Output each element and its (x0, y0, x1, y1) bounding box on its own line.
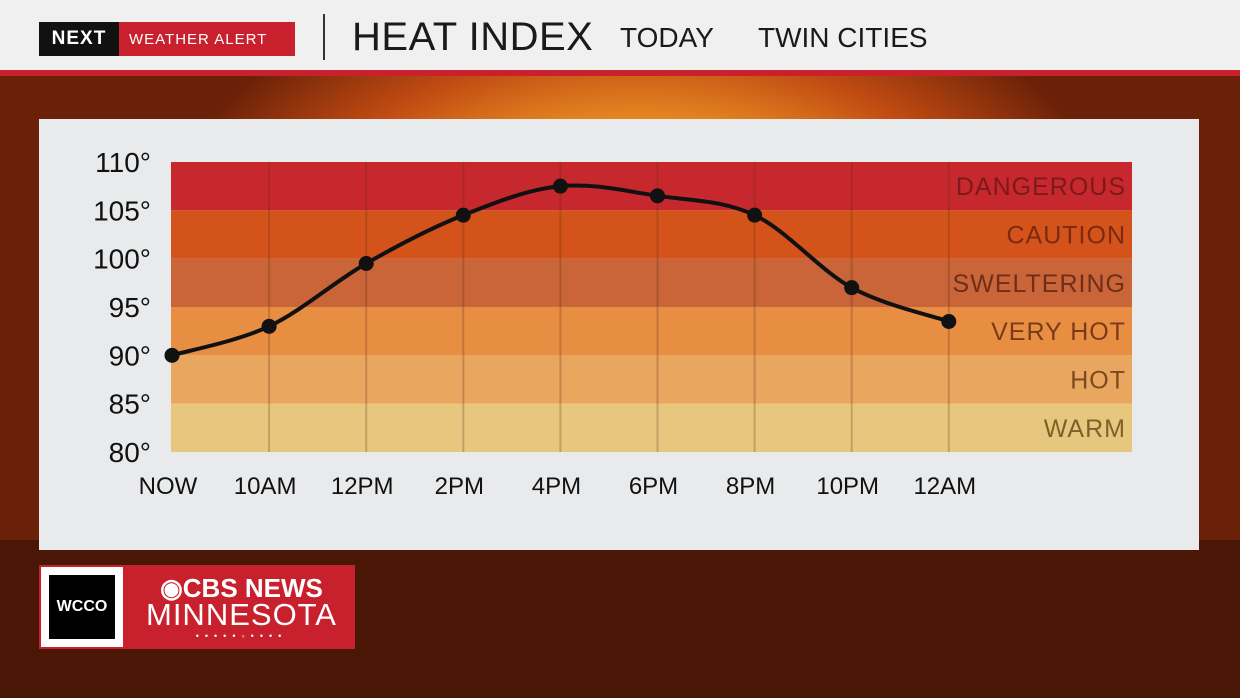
data-point (358, 256, 374, 271)
x-tick-label: 12PM (331, 473, 394, 500)
y-tick-label: 80° (109, 437, 151, 468)
band-sweltering (171, 258, 1132, 307)
band-warm (171, 403, 1132, 452)
header-divider (323, 14, 325, 60)
band-label: CAUTION (1007, 222, 1127, 250)
y-tick-label: 95° (109, 292, 151, 323)
network-label: CBS NEWS (182, 573, 323, 603)
station-box: WCCO (41, 567, 123, 647)
data-point (455, 207, 471, 223)
x-tick-label: 10AM (234, 473, 297, 500)
band-hot (171, 355, 1132, 404)
weather-alert-badge: NEXT WEATHER ALERT (39, 22, 295, 56)
next-logo: NEXT (39, 22, 119, 56)
station-name: WCCO (49, 575, 115, 639)
band-label: VERY HOT (991, 318, 1126, 346)
data-point (844, 280, 860, 296)
network-name: ◉CBS NEWS (160, 573, 323, 603)
heat-index-chart: DANGEROUS CAUTION SWELTERING VERY HOT HOT WAR… (93, 147, 1132, 500)
y-tick-label: 110° (95, 147, 151, 178)
chart-panel: DANGEROUS CAUTION SWELTERING VERY HOT HOT WAR… (39, 119, 1199, 550)
subtitle-day: TODAY (620, 22, 714, 53)
band-label: WARM (1044, 415, 1126, 443)
logo-dots-decoration: •••••◦•••• (195, 631, 288, 641)
subtitle-place: TWIN CITIES (758, 22, 928, 53)
x-tick-label: 6PM (629, 473, 678, 500)
station-logo: WCCO ◉CBS NEWS MINNESOTA •••••◦•••• (39, 565, 355, 649)
region-name: MINNESOTA (146, 597, 337, 632)
data-point (941, 314, 957, 329)
x-tick-label: NOW (139, 473, 198, 500)
x-tick-label: 10PM (816, 473, 879, 500)
band-label: HOT (1070, 367, 1126, 395)
data-point (552, 178, 568, 194)
y-tick-label: 105° (93, 195, 151, 226)
band-dangerous (171, 162, 1132, 211)
data-point (650, 188, 665, 204)
band-label: SWELTERING (953, 270, 1126, 298)
data-point (164, 347, 180, 363)
data-point (747, 207, 763, 223)
alert-label: WEATHER ALERT (129, 30, 268, 48)
x-tick-label: 4PM (532, 473, 581, 500)
header-accent-line (0, 70, 1240, 76)
band-label: DANGEROUS (956, 173, 1126, 201)
x-tick-label: 8PM (726, 473, 775, 500)
y-tick-label: 85° (109, 389, 151, 420)
band-very-hot (171, 307, 1132, 356)
y-tick-label: 90° (109, 340, 151, 371)
x-tick-label: 2PM (435, 473, 484, 500)
band-caution (171, 210, 1132, 259)
y-tick-label: 100° (93, 244, 151, 275)
x-tick-label: 12AM (913, 473, 976, 500)
page-title: HEAT INDEX (352, 15, 594, 59)
data-point (261, 318, 277, 334)
